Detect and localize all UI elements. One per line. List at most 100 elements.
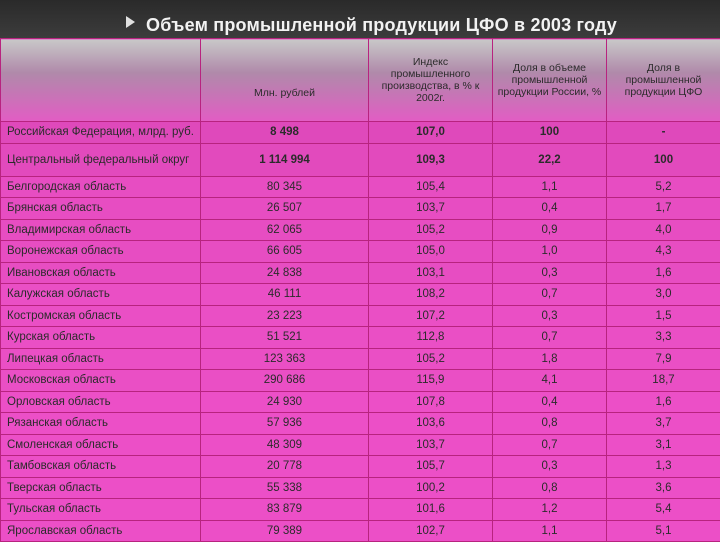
value-index: 103,7 [369,434,493,456]
page-title: Объем промышленной продукции ЦФО в 2003 … [146,15,617,36]
value-index: 105,7 [369,456,493,478]
value-mln: 66 605 [201,241,369,263]
production-table: Млн. рублей Индекс промышленного произво… [0,38,720,542]
value-share-russia: 1,1 [493,176,607,198]
value-share-cfo: 3,6 [607,477,720,499]
value-share-cfo: 7,9 [607,348,720,370]
value-share-russia: 0,7 [493,284,607,306]
region-name: Брянская область [1,198,201,220]
value-share-cfo: 18,7 [607,370,720,392]
value-mln: 51 521 [201,327,369,349]
value-mln: 8 498 [201,122,369,144]
table-row: Ярославская область 79 389 102,7 1,1 5,1 [1,520,720,542]
region-name: Ивановская область [1,262,201,284]
value-share-cfo: 5,1 [607,520,720,542]
table-row: Брянская область 26 507 103,7 0,4 1,7 [1,198,720,220]
value-share-russia: 0,7 [493,434,607,456]
table-row: Курская область 51 521 112,8 0,7 3,3 [1,327,720,349]
table-row: Смоленская область 48 309 103,7 0,7 3,1 [1,434,720,456]
value-share-russia: 0,4 [493,198,607,220]
table-row: Тамбовская область 20 778 105,7 0,3 1,3 [1,456,720,478]
region-name: Калужская область [1,284,201,306]
value-share-russia: 0,9 [493,219,607,241]
table-row: Ивановская область 24 838 103,1 0,3 1,6 [1,262,720,284]
value-mln: 24 930 [201,391,369,413]
region-name: Воронежская область [1,241,201,263]
value-index: 107,8 [369,391,493,413]
value-share-russia: 0,3 [493,305,607,327]
table-row: Российская Федерация, млрд. руб. 8 498 1… [1,122,720,144]
table-row: Калужская область 46 111 108,2 0,7 3,0 [1,284,720,306]
region-name: Белгородская область [1,176,201,198]
value-index: 105,4 [369,176,493,198]
value-index: 108,2 [369,284,493,306]
value-share-cfo: 3,7 [607,413,720,435]
region-name: Смоленская область [1,434,201,456]
value-index: 105,2 [369,219,493,241]
value-mln: 23 223 [201,305,369,327]
bullet-arrow-icon [126,16,135,28]
value-share-cfo: 1,6 [607,391,720,413]
value-share-cfo: 5,2 [607,176,720,198]
header-row: Млн. рублей Индекс промышленного произво… [1,39,720,122]
header-share-cfo: Доля в промышленной продукции ЦФО [607,39,720,122]
value-index: 101,6 [369,499,493,521]
value-share-cfo: 1,6 [607,262,720,284]
value-mln: 123 363 [201,348,369,370]
value-index: 105,2 [369,348,493,370]
region-name: Орловская область [1,391,201,413]
table-row: Московская область 290 686 115,9 4,1 18,… [1,370,720,392]
value-share-cfo: 3,1 [607,434,720,456]
value-share-russia: 0,3 [493,262,607,284]
value-mln: 62 065 [201,219,369,241]
value-share-russia: 0,4 [493,391,607,413]
value-share-russia: 0,3 [493,456,607,478]
value-share-cfo: 5,4 [607,499,720,521]
value-mln: 290 686 [201,370,369,392]
value-share-russia: 1,0 [493,241,607,263]
table-row: Рязанская область 57 936 103,6 0,8 3,7 [1,413,720,435]
region-name: Рязанская область [1,413,201,435]
value-index: 107,0 [369,122,493,144]
value-mln: 48 309 [201,434,369,456]
value-mln: 55 338 [201,477,369,499]
value-share-russia: 0,8 [493,413,607,435]
value-mln: 80 345 [201,176,369,198]
table-row: Белгородская область 80 345 105,4 1,1 5,… [1,176,720,198]
region-name: Тверская область [1,477,201,499]
value-mln: 1 114 994 [201,143,369,176]
table-row: Костромская область 23 223 107,2 0,3 1,5 [1,305,720,327]
region-name: Московская область [1,370,201,392]
table-row: Тверская область 55 338 100,2 0,8 3,6 [1,477,720,499]
header-production-index: Индекс промышленного производства, в % к… [369,39,493,122]
region-name: Тамбовская область [1,456,201,478]
value-share-cfo: 1,7 [607,198,720,220]
value-share-russia: 22,2 [493,143,607,176]
value-index: 112,8 [369,327,493,349]
value-share-cfo: 3,3 [607,327,720,349]
value-share-cfo: 3,0 [607,284,720,306]
table-row: Липецкая область 123 363 105,2 1,8 7,9 [1,348,720,370]
value-share-russia: 0,8 [493,477,607,499]
region-name: Липецкая область [1,348,201,370]
region-name: Курская область [1,327,201,349]
value-index: 103,6 [369,413,493,435]
value-share-russia: 1,8 [493,348,607,370]
value-share-cfo: 100 [607,143,720,176]
region-name: Российская Федерация, млрд. руб. [1,122,201,144]
table-row: Воронежская область 66 605 105,0 1,0 4,3 [1,241,720,263]
header-share-russia: Доля в объеме промышленной продукции Рос… [493,39,607,122]
value-share-cfo: 4,0 [607,219,720,241]
value-index: 102,7 [369,520,493,542]
value-mln: 24 838 [201,262,369,284]
value-share-cfo: - [607,122,720,144]
value-mln: 26 507 [201,198,369,220]
value-share-russia: 1,1 [493,520,607,542]
value-share-cfo: 1,3 [607,456,720,478]
value-mln: 20 778 [201,456,369,478]
table-row: Тульская область 83 879 101,6 1,2 5,4 [1,499,720,521]
value-share-cfo: 4,3 [607,241,720,263]
table-row: Центральный федеральный округ 1 114 994 … [1,143,720,176]
region-name: Владимирская область [1,219,201,241]
table-row: Владимирская область 62 065 105,2 0,9 4,… [1,219,720,241]
